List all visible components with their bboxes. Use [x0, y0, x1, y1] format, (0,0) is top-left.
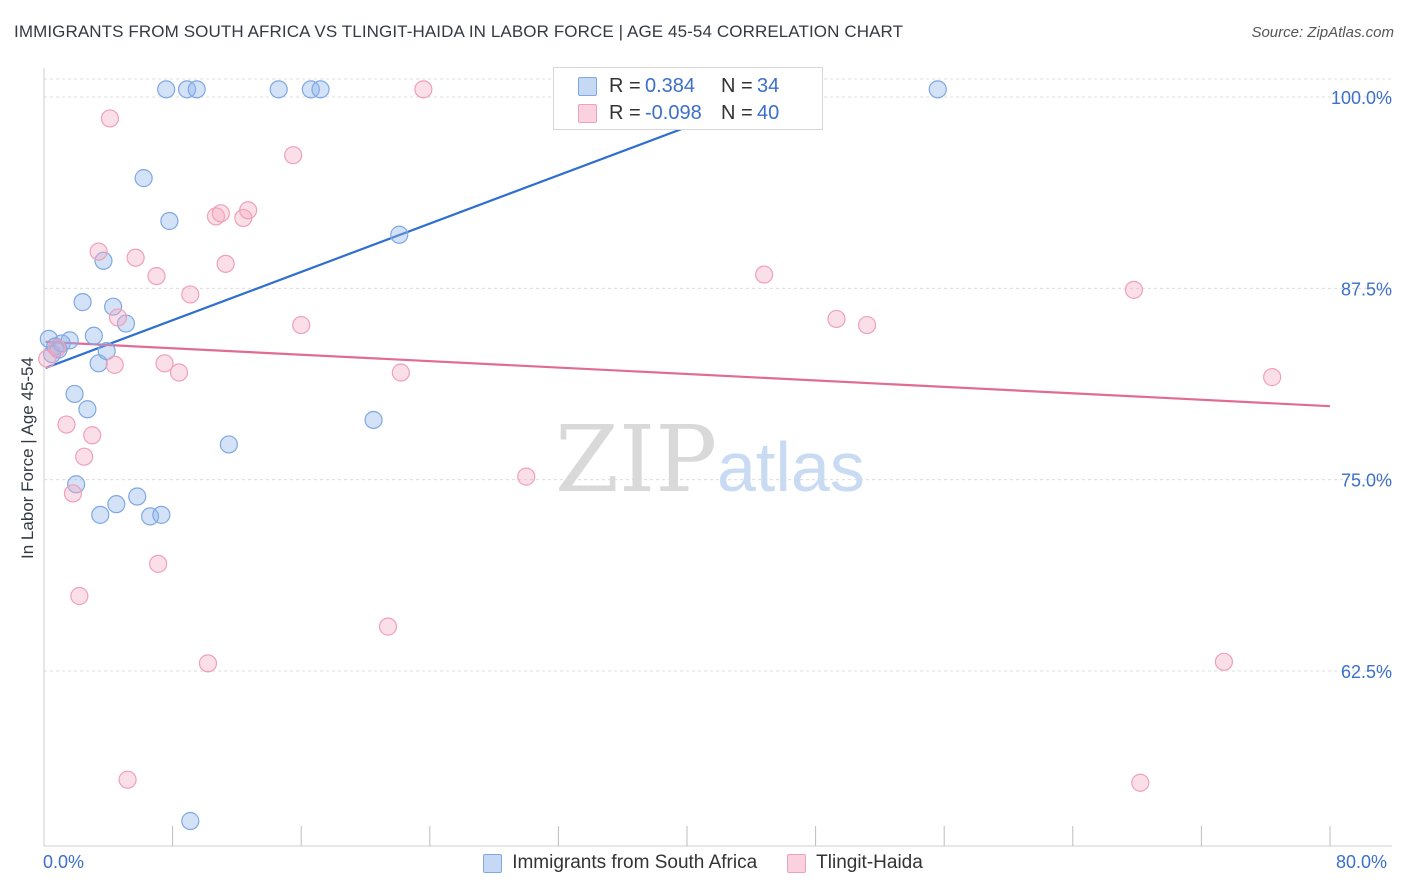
data-point-south-africa[interactable]	[187, 80, 206, 99]
legend: Immigrants from South Africa Tlingit-Hai…	[0, 852, 1406, 874]
y-tick-label: 62.5%	[1341, 662, 1392, 682]
r-label: R =	[609, 101, 641, 124]
watermark: ZIP atlas	[555, 406, 865, 513]
data-point-south-africa[interactable]	[134, 169, 153, 188]
data-point-south-africa[interactable]	[160, 211, 179, 231]
data-point-south-africa[interactable]	[73, 293, 92, 312]
data-point-south-africa[interactable]	[181, 811, 200, 831]
legend-label: Immigrants from South Africa	[512, 852, 758, 873]
data-point-tlingit-haida[interactable]	[108, 308, 128, 327]
data-point-tlingit-haida[interactable]	[63, 484, 83, 503]
x-tick-label-max: 80.0%	[1336, 852, 1388, 872]
stats-swatch-tlingit-haida	[578, 103, 597, 123]
trend-line-tlingit-haida	[45, 340, 1331, 408]
n-value: 34	[757, 74, 780, 97]
data-point-tlingit-haida[interactable]	[414, 80, 433, 99]
data-point-tlingit-haida[interactable]	[211, 204, 230, 223]
data-point-south-africa[interactable]	[177, 80, 197, 99]
data-point-south-africa[interactable]	[219, 435, 238, 454]
data-point-south-africa[interactable]	[84, 326, 103, 345]
data-point-tlingit-haida[interactable]	[75, 447, 94, 466]
stats-row-tlingit-haida: R = -0.098 N = 40	[578, 100, 779, 126]
watermark-zip: ZIP	[555, 406, 717, 513]
data-point-tlingit-haida[interactable]	[149, 554, 168, 573]
trend-lines	[45, 80, 1331, 408]
n-label: N =	[721, 74, 753, 97]
legend-item-tlingit-haida[interactable]: Tlingit-Haida	[787, 852, 923, 874]
data-point-south-africa[interactable]	[301, 80, 320, 99]
data-point-tlingit-haida[interactable]	[1131, 773, 1150, 792]
data-point-tlingit-haida[interactable]	[83, 426, 102, 445]
data-point-south-africa[interactable]	[152, 505, 171, 524]
source-label[interactable]: Source: ZipAtlas.com	[1251, 24, 1394, 41]
data-point-tlingit-haida[interactable]	[206, 207, 226, 226]
data-point-tlingit-haida[interactable]	[181, 285, 200, 304]
data-point-south-africa[interactable]	[390, 225, 409, 244]
y-tick-label: 75.0%	[1341, 471, 1392, 491]
data-point-south-africa[interactable]	[311, 80, 330, 99]
data-point-tlingit-haida[interactable]	[198, 654, 218, 673]
axes	[43, 68, 1392, 847]
data-point-south-africa[interactable]	[128, 487, 147, 506]
data-point-south-africa[interactable]	[928, 80, 947, 99]
y-tick-label: 87.5%	[1341, 279, 1392, 299]
stats-swatch-south-africa	[578, 76, 597, 96]
x-tick-label-min: 0.0%	[43, 852, 85, 872]
data-point-south-africa[interactable]	[78, 400, 97, 419]
data-point-tlingit-haida[interactable]	[126, 248, 145, 267]
data-point-south-africa[interactable]	[157, 80, 176, 99]
n-value: 40	[757, 101, 780, 124]
data-point-tlingit-haida[interactable]	[391, 363, 410, 382]
data-point-tlingit-haida[interactable]	[118, 770, 137, 789]
data-point-tlingit-haida[interactable]	[517, 467, 536, 486]
data-point-south-africa[interactable]	[269, 80, 288, 99]
y-tick-label: 100.0%	[1331, 88, 1392, 108]
data-point-tlingit-haida[interactable]	[169, 363, 189, 382]
data-point-tlingit-haida[interactable]	[47, 338, 66, 358]
data-point-tlingit-haida[interactable]	[292, 315, 311, 335]
stats-row-south-africa: R = 0.384 N = 34	[578, 73, 779, 99]
data-point-south-africa[interactable]	[107, 495, 126, 514]
legend-item-south-africa[interactable]: Immigrants from South Africa	[483, 852, 757, 874]
y-tick-labels: 62.5% 75.0% 87.5% 100.0%	[1331, 88, 1392, 682]
watermark-atlas: atlas	[717, 428, 865, 506]
data-point-south-africa[interactable]	[364, 410, 383, 430]
n-label: N =	[721, 101, 753, 124]
data-point-tlingit-haida[interactable]	[1214, 652, 1234, 671]
data-point-tlingit-haida[interactable]	[827, 309, 846, 329]
legend-swatch-south-africa	[483, 853, 503, 873]
data-point-south-africa[interactable]	[94, 251, 113, 270]
data-point-tlingit-haida[interactable]	[378, 617, 398, 636]
r-value: -0.098	[645, 101, 702, 124]
data-point-tlingit-haida[interactable]	[755, 265, 774, 284]
data-point-tlingit-haida[interactable]	[284, 146, 303, 165]
data-point-south-africa[interactable]	[91, 505, 110, 524]
r-label: R =	[609, 74, 641, 97]
data-point-tlingit-haida[interactable]	[1124, 280, 1143, 299]
legend-swatch-tlingit-haida	[787, 853, 807, 873]
chart-title: IMMIGRANTS FROM SOUTH AFRICA VS TLINGIT-…	[14, 22, 904, 41]
data-point-south-africa[interactable]	[65, 384, 84, 404]
data-point-tlingit-haida[interactable]	[857, 315, 877, 335]
data-point-tlingit-haida[interactable]	[57, 415, 76, 434]
data-point-tlingit-haida[interactable]	[216, 254, 235, 273]
data-point-tlingit-haida[interactable]	[105, 355, 124, 374]
correlation-stats-box: R = 0.384 N = 34 R = -0.098 N = 40	[553, 67, 823, 130]
data-point-tlingit-haida[interactable]	[1263, 368, 1282, 387]
data-point-tlingit-haida[interactable]	[155, 354, 174, 373]
data-point-tlingit-haida[interactable]	[147, 266, 166, 286]
data-point-tlingit-haida[interactable]	[239, 201, 258, 220]
data-point-tlingit-haida[interactable]	[70, 586, 89, 606]
data-point-tlingit-haida[interactable]	[89, 242, 108, 261]
r-value: 0.384	[645, 74, 696, 97]
legend-label: Tlingit-Haida	[816, 852, 923, 873]
data-point-south-africa[interactable]	[97, 341, 116, 361]
data-point-tlingit-haida[interactable]	[100, 109, 120, 128]
data-point-south-africa[interactable]	[104, 297, 123, 316]
